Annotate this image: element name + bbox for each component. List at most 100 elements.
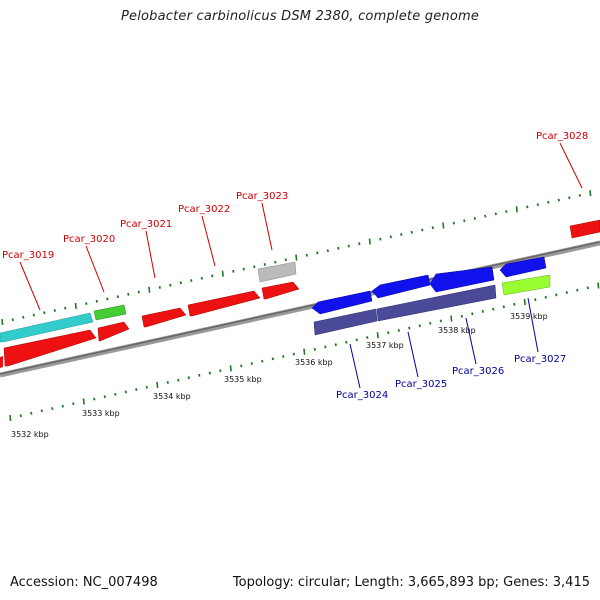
minor-tick: [389, 235, 392, 239]
minor-tick: [198, 373, 201, 377]
gene-pcar-3020[interactable]: [93, 304, 127, 321]
minor-tick: [240, 364, 243, 368]
major-tick: [156, 381, 159, 388]
gene-label-pcar-3026: Pcar_3026: [452, 366, 504, 377]
minor-tick: [271, 357, 274, 361]
major-tick: [589, 190, 592, 197]
minor-tick: [536, 203, 539, 207]
gene-pcar-3021[interactable]: [141, 307, 187, 328]
minor-tick: [387, 331, 390, 335]
minor-tick: [345, 340, 348, 344]
minor-tick: [32, 313, 35, 317]
minor-tick: [366, 336, 369, 340]
minor-tick: [397, 328, 400, 332]
gene-forward-red-small[interactable]: [97, 321, 130, 342]
minor-tick: [93, 397, 96, 401]
major-tick: [442, 222, 445, 229]
gene-purple-1[interactable]: [313, 308, 378, 336]
kbp-tick-row: [9, 282, 600, 422]
minor-tick: [30, 411, 33, 415]
major-tick: [74, 302, 77, 309]
kbp-label: 3533 kbp: [82, 409, 120, 418]
minor-tick: [565, 291, 568, 295]
minor-tick: [313, 347, 316, 351]
minor-tick: [242, 267, 245, 271]
major-tick: [148, 286, 151, 293]
minor-tick: [124, 390, 127, 394]
minor-tick: [103, 395, 106, 399]
minor-tick: [166, 380, 169, 384]
gene-pcar-3027[interactable]: [499, 256, 547, 278]
minor-tick: [431, 226, 434, 230]
gene-lime[interactable]: [501, 274, 551, 296]
minor-tick: [114, 392, 117, 396]
minor-tick: [418, 324, 421, 328]
major-tick: [523, 298, 526, 306]
kbp-label: 3532 kbp: [11, 430, 49, 439]
gene-label-pcar-3022: Pcar_3022: [178, 204, 230, 215]
gene-pcar-3026[interactable]: [429, 266, 495, 293]
minor-tick: [534, 298, 537, 302]
gene-label-pcar-3027: Pcar_3027: [514, 354, 566, 365]
minor-tick: [64, 306, 67, 310]
minor-tick: [421, 228, 424, 232]
minor-tick: [578, 193, 581, 197]
minor-tick: [158, 285, 161, 289]
minor-tick: [557, 198, 560, 202]
label-leaders-top: [19, 142, 583, 311]
minor-tick: [334, 343, 337, 347]
kbp-label: 3536 kbp: [295, 358, 333, 367]
major-tick: [515, 206, 518, 213]
label-leaders-bottom: [349, 297, 539, 389]
minor-tick: [452, 221, 455, 225]
minor-tick: [261, 359, 264, 363]
gene-pcar-3028[interactable]: [569, 219, 600, 239]
minor-tick: [410, 230, 413, 234]
minor-tick: [439, 319, 442, 323]
gene-purple-2[interactable]: [376, 284, 497, 322]
minor-tick: [253, 265, 256, 269]
reverse-strand-genes: [311, 256, 551, 336]
gene-forward-red[interactable]: [261, 281, 300, 300]
minor-tick: [187, 376, 190, 380]
gene-pcar-3019-rna[interactable]: [0, 312, 94, 343]
gene-label-pcar-3021: Pcar_3021: [120, 219, 172, 230]
major-tick: [1, 318, 4, 326]
minor-tick: [106, 297, 109, 301]
major-tick: [221, 270, 224, 277]
gene-pcar-3022[interactable]: [187, 290, 261, 317]
minor-tick: [526, 205, 529, 209]
minor-tick: [586, 286, 589, 290]
minor-tick: [379, 237, 382, 241]
gene-forward-red-large[interactable]: [3, 329, 97, 367]
topology-text: Topology: circular; Length: 3,665,893 bp…: [232, 575, 590, 590]
minor-tick: [463, 219, 466, 223]
major-tick: [303, 348, 306, 355]
gene-pcar-3023[interactable]: [257, 261, 297, 283]
minor-tick: [494, 212, 497, 216]
minor-tick: [169, 283, 172, 287]
minor-tick: [324, 345, 327, 349]
major-tick: [376, 332, 379, 339]
minor-tick: [11, 318, 14, 322]
minor-tick: [208, 371, 211, 375]
minor-tick: [471, 312, 474, 316]
major-tick: [9, 414, 12, 422]
minor-tick: [53, 308, 56, 312]
minor-tick: [116, 295, 119, 299]
minor-tick: [481, 309, 484, 313]
gene-pcar-3024[interactable]: [311, 290, 373, 315]
gene-labels-bottom: Pcar_3024 Pcar_3025 Pcar_3026 Pcar_3027: [336, 354, 566, 401]
minor-tick: [85, 302, 88, 306]
minor-tick: [305, 253, 308, 257]
major-tick: [368, 238, 371, 245]
minor-tick: [145, 385, 148, 389]
minor-tick: [61, 404, 64, 408]
minor-tick: [135, 388, 138, 392]
major-tick: [295, 254, 298, 261]
minor-tick: [473, 216, 476, 220]
gene-pcar-3025[interactable]: [371, 274, 431, 299]
map-title: Pelobacter carbinolicus DSM 2380, comple…: [120, 9, 480, 24]
gene-forward-red-edge[interactable]: [0, 356, 3, 368]
